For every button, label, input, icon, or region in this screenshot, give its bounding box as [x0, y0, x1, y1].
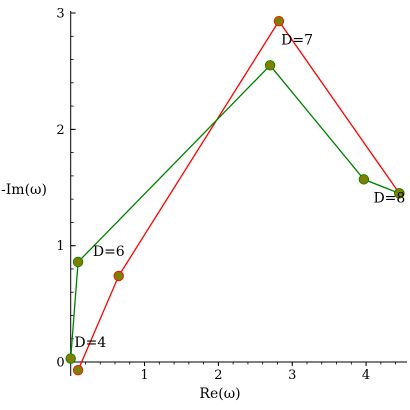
x-tick-label: 4 — [362, 368, 370, 383]
point-annotation: D=4 — [74, 335, 106, 351]
annotations: D=4 D=6 D=7 D=8 — [74, 32, 405, 351]
y-tick-label: 3 — [56, 7, 64, 22]
x-tick-label: 1 — [140, 368, 148, 383]
data-point — [273, 15, 285, 27]
y-tick-label: 2 — [56, 123, 64, 138]
data-markers — [65, 15, 405, 376]
data-point — [264, 60, 276, 71]
y-axis-label: -Im(ω) — [1, 182, 47, 198]
data-point — [358, 174, 370, 185]
data-point — [394, 188, 405, 199]
data-point — [72, 256, 84, 268]
series-lines — [70, 19, 400, 371]
data-point — [65, 353, 76, 364]
point-annotation: D=6 — [93, 244, 125, 260]
axes: 0 1 2 3 1 2 3 4 — [56, 7, 407, 383]
series-line-2 — [70, 64, 400, 359]
data-point — [113, 270, 124, 282]
data-point — [72, 364, 84, 376]
x-tick-label: 2 — [214, 368, 222, 383]
y-tick-label: 1 — [56, 239, 64, 254]
series-line-1 — [77, 19, 400, 371]
y-tick-label: 0 — [56, 356, 64, 371]
x-axis-label: Re(ω) — [199, 386, 240, 402]
point-annotation: D=7 — [281, 32, 313, 48]
x-tick-label: 3 — [288, 368, 296, 383]
point-annotation: D=8 — [373, 191, 405, 207]
